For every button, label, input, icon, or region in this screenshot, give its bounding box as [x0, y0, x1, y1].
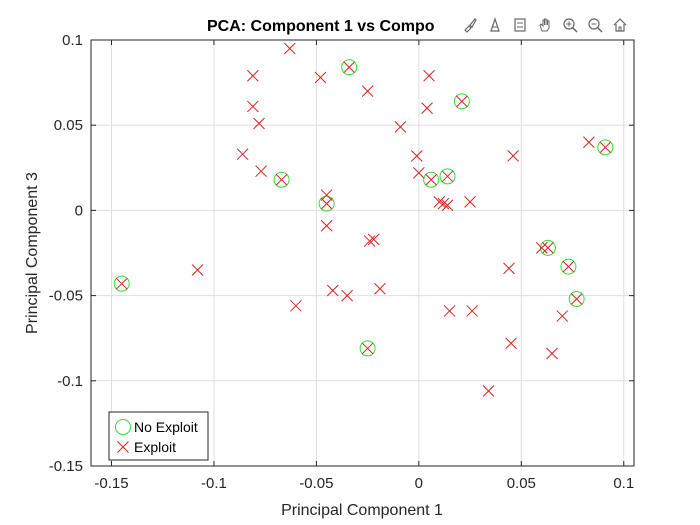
- exploit-point: [275, 173, 288, 186]
- exploit-point: [583, 136, 595, 149]
- exploit-point: [247, 69, 259, 82]
- exploit-point: [361, 85, 374, 97]
- exploit-point: [505, 337, 517, 350]
- home-icon[interactable]: [608, 14, 631, 36]
- legend-x-marker: [117, 441, 129, 453]
- y-tick-label: -0.1: [57, 373, 83, 390]
- exploit-point: [421, 102, 433, 115]
- no-exploit-point: [439, 168, 456, 185]
- exploit-point: [374, 282, 386, 295]
- axes-box: [90, 39, 635, 467]
- exploit-point: [343, 61, 356, 74]
- x-axis-label: Principal Component 1: [281, 502, 443, 519]
- data-cursor-icon[interactable]: [483, 14, 506, 36]
- exploit-point: [247, 100, 259, 113]
- exploit-point: [441, 170, 454, 183]
- x-tick-label: -0.1: [201, 475, 227, 492]
- no-exploit-point: [318, 195, 335, 212]
- exploit-point: [423, 69, 435, 82]
- exploit-point: [437, 197, 450, 210]
- no-exploit-point: [423, 171, 440, 188]
- exploit-point: [482, 385, 495, 397]
- no-exploit-point: [359, 340, 376, 357]
- exploit-point: [443, 305, 456, 317]
- no-exploit-point: [597, 139, 614, 156]
- exploit-point: [361, 342, 374, 355]
- exploit-point: [283, 42, 296, 55]
- exploit-point: [570, 293, 583, 305]
- y-tick-label: -0.15: [49, 458, 83, 475]
- zoom-out-icon[interactable]: [583, 14, 606, 36]
- exploit-point: [394, 121, 407, 133]
- exploit-point: [456, 95, 468, 108]
- exploit-point: [236, 148, 249, 161]
- exploit-point: [410, 150, 423, 162]
- no-exploit-point: [113, 275, 130, 292]
- exploit-point: [599, 141, 612, 154]
- exploit-point: [425, 173, 437, 186]
- pan-icon[interactable]: [533, 14, 556, 36]
- no-exploit-point: [539, 239, 556, 256]
- legend-circle-marker: [115, 419, 131, 435]
- x-tick-label: -0.15: [94, 475, 128, 492]
- no-exploit-point: [568, 291, 585, 308]
- exploit-point: [290, 299, 302, 312]
- exploit-point: [507, 150, 519, 162]
- exploit-point: [341, 289, 353, 302]
- exploit-point: [253, 117, 265, 130]
- exploit-point: [326, 284, 339, 297]
- exploit-point: [441, 199, 454, 212]
- exploit-point: [535, 242, 548, 254]
- x-tick-label: 0.05: [507, 475, 536, 492]
- ticks: -0.15 -0.1 -0.05 0 0.05 0.1 -0.15 -0.1 -0.05 0 0.0…: [49, 32, 634, 492]
- exploit-point: [466, 305, 478, 317]
- x-tick-label: 0: [415, 475, 423, 492]
- exploit-point: [320, 197, 333, 210]
- y-axis-label: Principal Component 3: [24, 172, 41, 334]
- legend-icon[interactable]: [508, 14, 531, 36]
- exploit-point: [464, 196, 476, 208]
- y-tick-label: 0.1: [62, 32, 83, 49]
- legend-label-exploit: Exploit: [134, 439, 176, 455]
- exploit-point: [363, 235, 376, 247]
- no-exploit-point: [560, 258, 577, 275]
- exploit-point: [433, 196, 446, 208]
- no-exploit-point: [453, 93, 470, 110]
- exploit-point: [314, 71, 327, 84]
- exploit-point: [320, 219, 333, 232]
- legend[interactable]: No Exploit Exploit: [108, 411, 209, 461]
- exploit-point: [503, 262, 515, 275]
- y-tick-label: 0.05: [54, 117, 83, 134]
- exploit-point: [562, 260, 575, 273]
- y-tick-label: 0: [75, 202, 83, 219]
- exploit-point: [542, 242, 554, 254]
- exploit-point: [412, 167, 425, 179]
- x-tick-label: 0.1: [613, 475, 634, 492]
- zoom-in-icon[interactable]: [558, 14, 581, 36]
- brush-icon[interactable]: [458, 14, 481, 36]
- exploit-point: [115, 277, 128, 290]
- exploit-point: [255, 165, 267, 178]
- y-tick-label: -0.05: [49, 288, 83, 305]
- exploit-point: [546, 347, 558, 360]
- no-exploit-point: [273, 171, 290, 188]
- legend-label-no-exploit: No Exploit: [134, 419, 198, 435]
- chart-title: PCA: Component 1 vs Compo: [207, 18, 435, 35]
- grid: [91, 39, 634, 467]
- exploit-point: [556, 310, 569, 322]
- scatter-points: [113, 42, 614, 397]
- axes-toolbar: [458, 14, 631, 36]
- exploit-point: [367, 233, 380, 246]
- exploit-point: [191, 264, 204, 276]
- x-tick-label: -0.05: [299, 475, 333, 492]
- no-exploit-point: [341, 59, 358, 76]
- exploit-point: [320, 189, 333, 201]
